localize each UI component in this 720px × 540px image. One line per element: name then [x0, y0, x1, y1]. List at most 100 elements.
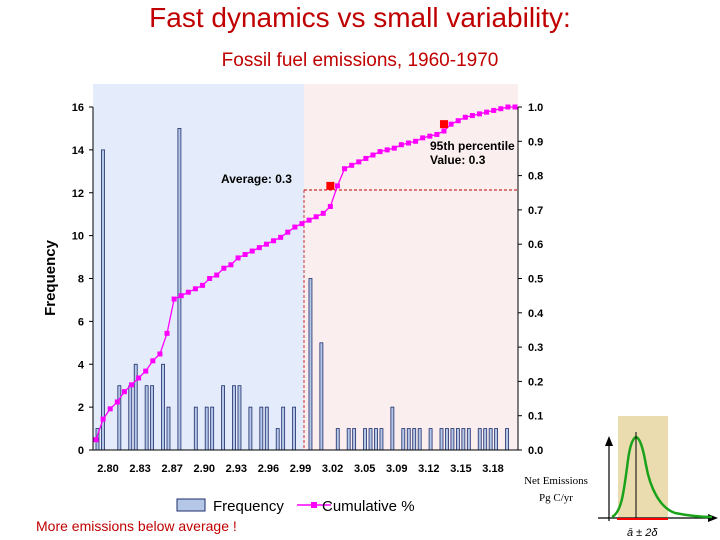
frequency-bar: [144, 385, 149, 451]
inset-distribution-curve: [611, 435, 713, 519]
net-emissions-line2: Pg C/yr: [539, 492, 573, 504]
cumulative-point: [242, 251, 248, 257]
y-tick-label: 0: [78, 445, 84, 457]
cumulative-point: [349, 162, 355, 168]
y-axis-title: Frequency: [42, 239, 59, 316]
frequency-bar: [461, 428, 466, 451]
frequency-bar: [161, 363, 165, 451]
cumulative-point: [327, 203, 333, 209]
cumulative-point: [512, 104, 518, 110]
frequency-bar: [335, 428, 340, 451]
cumulative-point: [292, 224, 298, 230]
cumulative-point: [136, 375, 142, 381]
frequency-bar: [177, 128, 182, 451]
y-tick-label: 16: [72, 102, 84, 114]
frequency-bar: [390, 406, 395, 451]
cumulative-point: [214, 272, 220, 278]
y-tick-label: 12: [72, 188, 84, 200]
legend-frequency-swatch: [176, 498, 206, 512]
frequency-bar: [166, 406, 171, 451]
frequency-bar: [445, 428, 449, 451]
x-tick-label: 3.12: [418, 463, 439, 475]
frequency-bar: [401, 428, 406, 451]
distribution-inset: ā ± 2δ: [598, 416, 718, 539]
cumulative-point: [476, 111, 482, 117]
frequency-bar: [417, 428, 422, 451]
cumulative-point: [271, 238, 277, 244]
cumulative-point: [192, 286, 198, 292]
cumulative-point: [491, 107, 497, 113]
cumulative-point: [235, 255, 241, 261]
x-tick-label: 2.93: [226, 463, 247, 475]
y2-tick-label: 0.7: [528, 205, 543, 217]
cumulative-point: [484, 109, 490, 115]
frequency-bar: [275, 428, 280, 451]
x-tick-label: 3.09: [386, 463, 407, 475]
x-tick-label: 3.15: [450, 463, 471, 475]
inset-label: ā ± 2δ: [627, 527, 658, 539]
cumulative-point: [420, 135, 426, 141]
cumulative-point: [384, 147, 390, 153]
annotation-average: Average: 0.3: [221, 172, 292, 186]
y-tick-label: 6: [78, 316, 84, 328]
inset-y-arrow: [605, 436, 613, 446]
y2-tick-label: 0.0: [528, 445, 543, 457]
frequency-bar: [117, 385, 122, 451]
frequency-bar: [292, 406, 296, 451]
x-tick-label: 2.90: [194, 463, 215, 475]
cumulative-point: [285, 229, 291, 235]
frequency-bar: [428, 428, 433, 451]
y2-tick-label: 0.9: [528, 136, 543, 148]
annotation-percentile: 95th percentile: [430, 139, 515, 153]
y-tick-label: 10: [72, 231, 84, 243]
frequency-bar: [374, 428, 378, 451]
cumulative-point: [363, 155, 369, 161]
frequency-bar: [494, 428, 499, 451]
cumulative-point: [256, 245, 262, 251]
x-tick-label: 2.96: [258, 463, 279, 475]
cumulative-point: [299, 221, 305, 227]
x-tick-label: 2.87: [161, 463, 182, 475]
cumulative-point: [377, 149, 383, 155]
cumulative-point: [434, 131, 440, 137]
cumulative-point: [441, 128, 447, 134]
x-tick-label: 2.83: [129, 463, 150, 475]
frequency-bar: [483, 428, 488, 451]
frequency-bar: [204, 406, 209, 451]
shaded-region-below-average: [93, 84, 304, 450]
frequency-bar: [505, 428, 509, 451]
y2-tick-label: 0.3: [528, 342, 543, 354]
cumulative-point: [207, 276, 213, 281]
cumulative-point: [370, 152, 376, 158]
cumulative-point: [129, 382, 135, 388]
frequency-bar: [352, 428, 357, 451]
y2-tick-label: 0.6: [528, 239, 543, 251]
frequency-bar: [450, 428, 455, 451]
cumulative-point: [143, 368, 149, 374]
x-tick-label: 2.99: [290, 463, 311, 475]
cumulative-point: [306, 217, 312, 223]
cumulative-point: [455, 118, 461, 124]
average-marker: [326, 181, 335, 190]
cumulative-point: [320, 210, 326, 216]
cumulative-point: [164, 330, 170, 336]
cumulative-point: [185, 289, 191, 295]
frequency-bar: [466, 428, 471, 451]
frequency-bar: [210, 406, 215, 451]
frequency-bar: [455, 428, 460, 451]
frequency-bar: [439, 428, 444, 451]
frequency-bar: [281, 406, 286, 451]
footnote: More emissions below average !: [36, 518, 237, 534]
y-tick-label: 8: [78, 274, 84, 286]
frequency-bar: [368, 428, 373, 451]
cumulative-point: [263, 241, 269, 247]
frequency-bar: [248, 406, 253, 451]
cumulative-point: [157, 351, 163, 357]
y2-tick-label: 0.2: [528, 376, 543, 388]
frequency-bar: [237, 385, 242, 451]
net-emissions-label: Net Emissions Pg C/yr: [515, 473, 597, 507]
cumulative-point: [498, 106, 504, 112]
cumulative-point: [413, 138, 419, 144]
cumulative-point: [249, 248, 255, 254]
